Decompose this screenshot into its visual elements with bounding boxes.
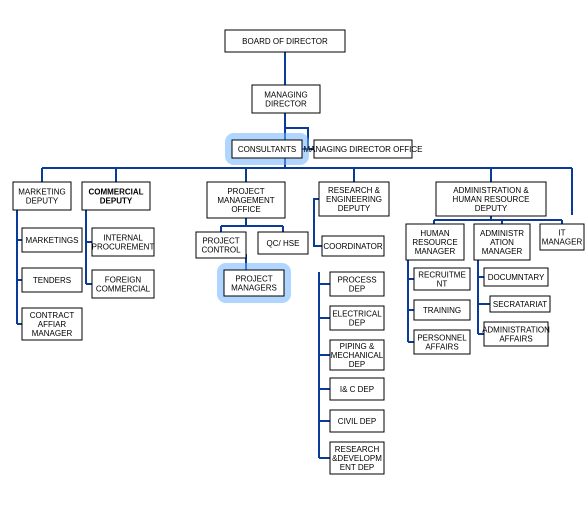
label-admin_deputy: DEPUTY (475, 204, 508, 213)
label-electrical: DEP (349, 319, 365, 328)
node-ic: I& C DEP (330, 378, 384, 400)
label-piping: PIPING & (340, 342, 375, 351)
label-it_mgr: MANAGER (542, 238, 583, 247)
label-foreign: FOREIGN (105, 276, 142, 285)
label-recruit: RECRUITME (418, 271, 466, 280)
label-adminaff: AFFAIRS (499, 335, 532, 344)
label-hr_manager: HUMAN (420, 229, 450, 238)
label-md_office: MANAGING DIRECTOR OFFICE (304, 145, 423, 154)
node-consultants: CONSULTANTS (230, 138, 304, 160)
label-secratariat: SECRATARIAT (493, 300, 547, 309)
node-civil: CIVIL DEP (330, 410, 384, 432)
label-personnel: PERSONNEL (417, 334, 467, 343)
label-re_deputy: RESEARCH & (328, 186, 381, 195)
label-board: BOARD OF DIRECTOR (242, 37, 328, 46)
label-qchse: QC/ HSE (267, 239, 300, 248)
label-rnd: RESEARCH (335, 445, 380, 454)
node-admin_deputy: ADMINISTRATION &HUMAN RESOURCEDEPUTY (436, 182, 546, 216)
label-pcontrol: PROJECT (202, 237, 239, 246)
org-chart: BOARD OF DIRECTOR MANAGINGDIRECTOR CONSULT… (0, 0, 585, 515)
label-adminaff: ADMINISTRATION (482, 326, 550, 335)
label-pmo: MANAGEMENT (217, 196, 274, 205)
node-coordinator: COORDINATOR (322, 236, 384, 256)
node-recruit: RECRUITMENT (414, 268, 470, 290)
node-tenders: TENDERS (22, 268, 82, 292)
node-re_deputy: RESEARCH &ENGINEERINGDEPUTY (319, 182, 389, 216)
node-admin_mgr: ADMINISTRATIONMANAGER (474, 224, 530, 260)
label-consultants: CONSULTANTS (238, 145, 296, 154)
node-adminaff: ADMINISTRATIONAFFAIRS (482, 322, 550, 346)
node-managing: MANAGINGDIRECTOR (252, 85, 320, 113)
label-contract: AFFIAR (38, 320, 67, 329)
node-com_deputy: COMMERCIALDEPUTY (82, 182, 150, 210)
node-internal: INTERNALPROCUREMENT (92, 228, 155, 256)
label-pmanagers: MANAGERS (231, 284, 277, 293)
label-process: PROCESS (337, 276, 376, 285)
label-piping: DEP (349, 360, 365, 369)
label-internal: PROCUREMENT (92, 243, 155, 252)
node-contract: CONTRACTAFFIARMANAGER (22, 308, 82, 340)
label-it_mgr: IT (558, 229, 565, 238)
label-ic: I& C DEP (340, 385, 374, 394)
label-contract: CONTRACT (30, 311, 75, 320)
node-foreign: FOREIGNCOMMERCIAL (92, 270, 154, 298)
label-foreign: COMMERCIAL (96, 285, 151, 294)
label-re_deputy: DEPUTY (338, 204, 371, 213)
label-rnd: ENT DEP (340, 463, 375, 472)
node-secratariat: SECRATARIAT (490, 296, 550, 312)
node-training: TRAINING (414, 300, 470, 320)
node-md_office: MANAGING DIRECTOR OFFICE (304, 140, 423, 158)
node-it_mgr: ITMANAGER (540, 224, 584, 250)
label-civil: CIVIL DEP (338, 417, 376, 426)
node-documntary: DOCUMNTARY (484, 268, 548, 286)
label-admin_deputy: ADMINISTRATION & (453, 186, 529, 195)
label-admin_mgr: ADMINISTR (480, 229, 524, 238)
node-board: BOARD OF DIRECTOR (225, 30, 345, 52)
node-electrical: ELECTRICALDEP (330, 306, 384, 330)
label-marketings: MARKETINGS (26, 236, 79, 245)
label-personnel: AFFAIRS (425, 343, 458, 352)
label-re_deputy: ENGINEERING (326, 195, 382, 204)
node-personnel: PERSONNELAFFAIRS (414, 330, 470, 354)
label-mkt_deputy: DEPUTY (26, 197, 59, 206)
label-recruit: NT (437, 280, 448, 289)
label-coordinator: COORDINATOR (323, 242, 382, 251)
label-admin_deputy: HUMAN RESOURCE (453, 195, 530, 204)
label-internal: INTERNAL (103, 234, 143, 243)
node-pmanagers: PROJECTMANAGERS (222, 268, 286, 298)
label-com_deputy: COMMERCIAL (88, 188, 143, 197)
label-process: DEP (349, 285, 365, 294)
label-pcontrol: CONTROL (201, 246, 241, 255)
label-hr_manager: RESOURCE (412, 238, 457, 247)
label-pmanagers: PROJECT (235, 275, 272, 284)
label-documntary: DOCUMNTARY (488, 273, 545, 282)
node-pmo: PROJECTMANAGEMENTOFFICE (207, 182, 285, 218)
label-training: TRAINING (423, 306, 461, 315)
label-admin_mgr: ATION (490, 238, 514, 247)
label-managing: MANAGING (264, 91, 308, 100)
label-mkt_deputy: MARKETING (18, 188, 66, 197)
node-pcontrol: PROJECTCONTROL (196, 232, 246, 258)
label-pmo: OFFICE (231, 205, 260, 214)
node-marketings: MARKETINGS (22, 228, 82, 252)
label-pmo: PROJECT (227, 187, 264, 196)
node-mkt_deputy: MARKETINGDEPUTY (13, 182, 71, 210)
label-contract: MANAGER (32, 329, 73, 338)
node-process: PROCESSDEP (330, 272, 384, 296)
label-managing: DIRECTOR (265, 100, 307, 109)
node-qchse: QC/ HSE (258, 232, 308, 254)
node-rnd: RESEARCH&DEVELOPMENT DEP (330, 442, 384, 474)
node-piping: PIPING &MECHANICALDEP (330, 340, 384, 370)
node-hr_manager: HUMANRESOURCEMANAGER (406, 224, 464, 260)
label-piping: MECHANICAL (331, 351, 384, 360)
label-electrical: ELECTRICAL (332, 310, 382, 319)
label-rnd: &DEVELOPM (332, 454, 382, 463)
label-hr_manager: MANAGER (415, 247, 456, 256)
label-tenders: TENDERS (33, 276, 71, 285)
label-com_deputy: DEPUTY (100, 197, 133, 206)
label-admin_mgr: MANAGER (482, 247, 523, 256)
